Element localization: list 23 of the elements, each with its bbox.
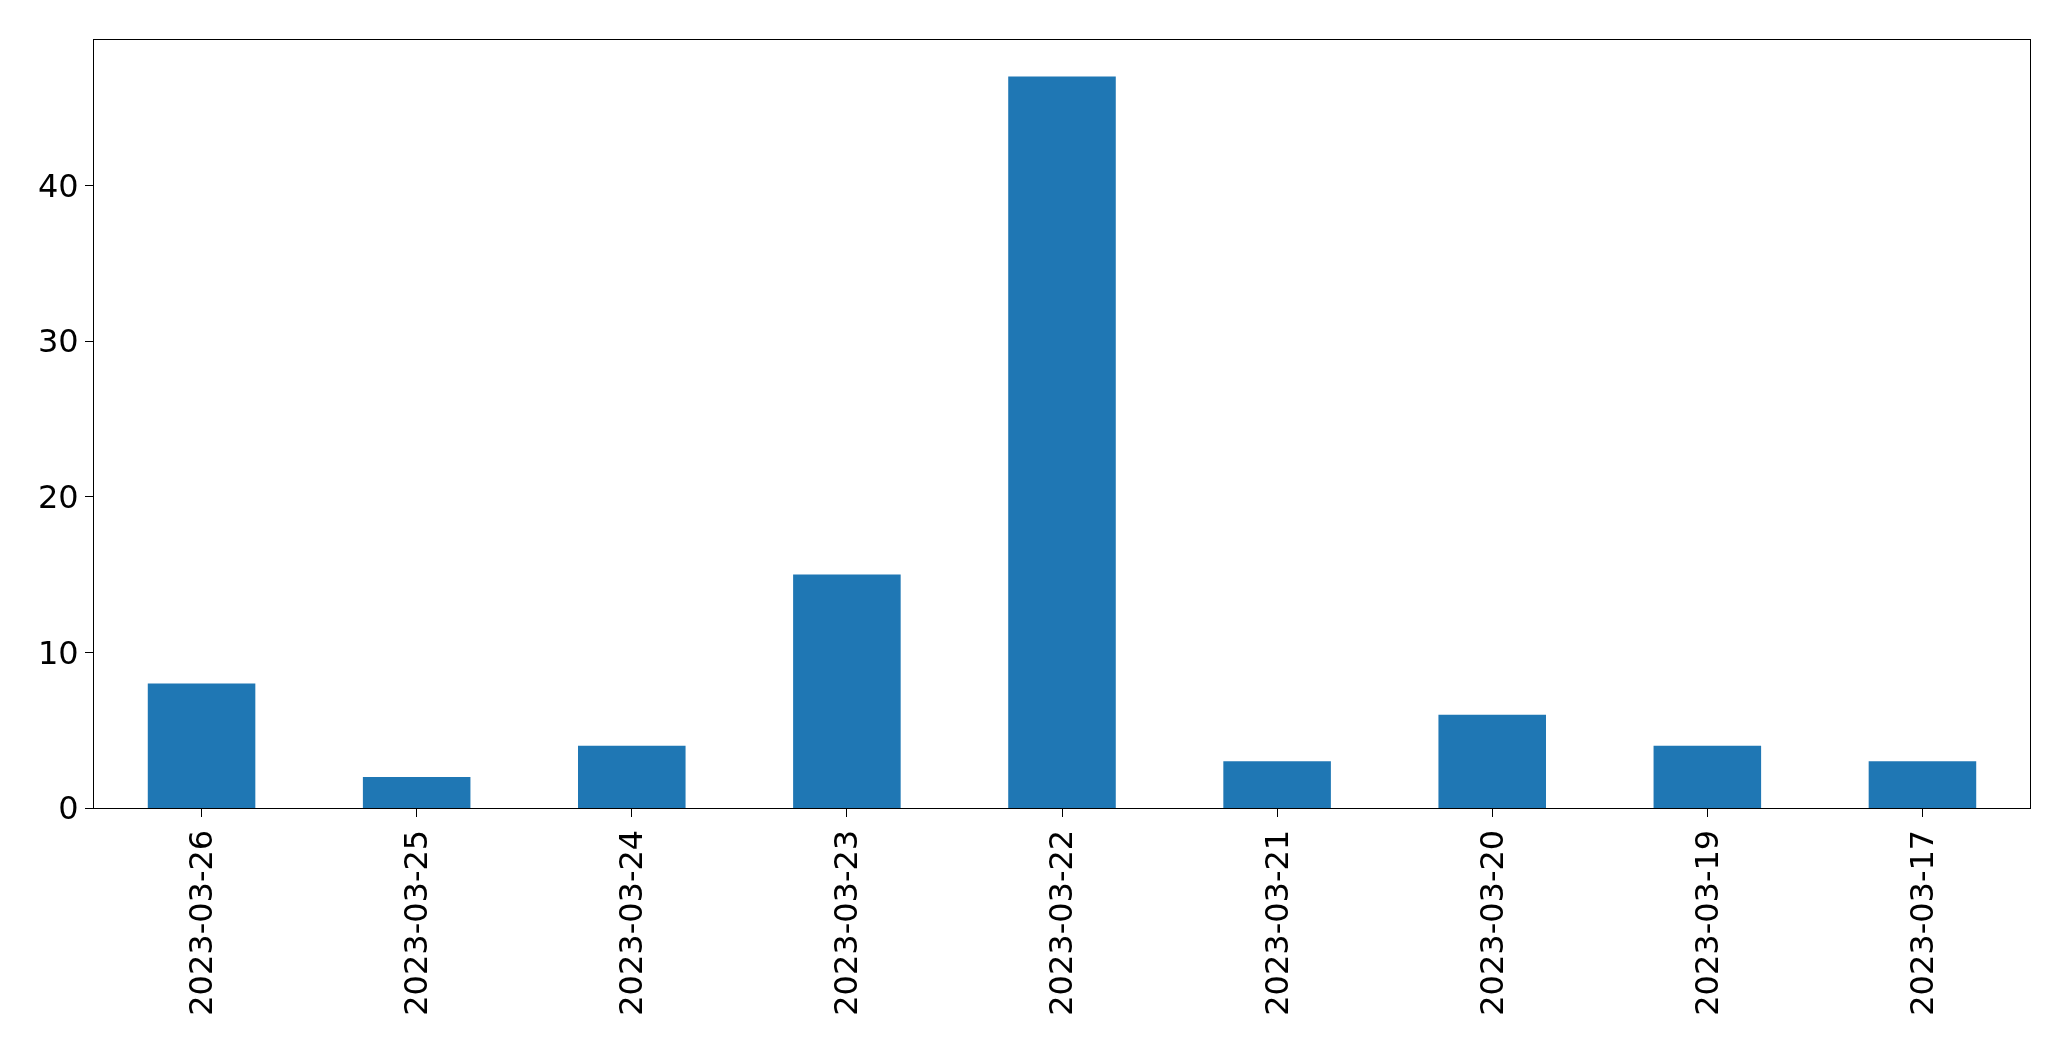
bar [1008,76,1116,808]
y-tick-label: 40 [37,166,79,205]
bar [578,745,686,808]
y-tick-label: 20 [37,477,79,516]
x-tick-label: 2023-03-24 [612,829,651,1016]
bar [1868,761,1977,808]
x-tick-label: 2023-03-19 [1687,829,1726,1016]
y-tick-label: 30 [37,322,79,361]
bar [1223,761,1331,808]
y-tick-label: 0 [58,789,79,828]
y-tick-label: 10 [37,633,79,672]
x-tick-label: 2023-03-17 [1902,829,1941,1016]
x-tick-label: 2023-03-26 [181,829,220,1016]
bar [793,574,901,808]
x-tick-label: 2023-03-25 [397,829,436,1016]
bar [362,776,471,808]
bar [1653,745,1762,808]
x-tick-label: 2023-03-20 [1472,829,1511,1016]
bar [147,683,256,808]
x-tick-label: 2023-03-22 [1042,829,1081,1016]
x-tick-label: 2023-03-23 [827,829,866,1016]
bar [1438,714,1546,808]
x-tick-label: 2023-03-21 [1257,829,1296,1016]
